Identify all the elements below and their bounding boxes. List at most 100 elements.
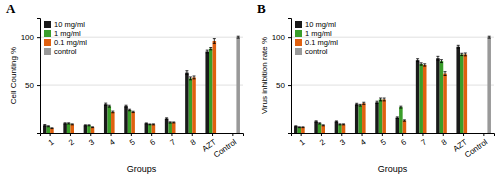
tick-mark <box>50 133 51 136</box>
tick-label: 2 <box>67 137 76 147</box>
tick-mark <box>288 37 291 38</box>
legend-item: 1 mg/ml <box>295 29 332 38</box>
bar <box>487 37 491 133</box>
bar <box>358 105 362 133</box>
error-bar <box>416 59 419 62</box>
error-bar <box>108 105 111 107</box>
chart: 12345678AZTControl50100GroupsCell Counti… <box>0 0 500 175</box>
tick-label: 5 <box>128 137 137 147</box>
tick-mark <box>212 133 213 136</box>
y-axis-title: Virus inhibition rate % <box>260 37 269 114</box>
tick-label: 4 <box>359 137 368 147</box>
bar <box>152 124 156 133</box>
bar <box>43 125 47 133</box>
legend-swatch <box>295 39 302 46</box>
series <box>298 53 464 133</box>
legend-label: 1 mg/ml <box>54 29 81 38</box>
bar <box>294 126 298 133</box>
tick-mark <box>301 133 302 136</box>
tick: 8 <box>440 133 449 147</box>
legend-swatch <box>44 21 51 28</box>
tick: 4 <box>108 133 117 147</box>
bar <box>318 123 322 133</box>
x-axis: 12345678AZTControl <box>292 133 495 160</box>
tick-label: 6 <box>399 137 408 147</box>
legend: 10 mg/ml1 mg/ml0.1 mg/mlcontrol <box>295 20 338 56</box>
error-bar <box>152 123 155 125</box>
bar <box>124 106 128 133</box>
legend-label: 0.1 mg/ml <box>305 38 338 47</box>
bar <box>107 106 111 133</box>
tick-label: 50 <box>25 81 34 90</box>
series <box>236 36 240 133</box>
error-bar <box>145 122 148 124</box>
axis-line <box>292 134 495 137</box>
tick-mark <box>463 133 464 136</box>
bar <box>213 41 217 133</box>
tick-mark <box>362 133 363 136</box>
bar <box>148 124 152 133</box>
error-bar <box>43 125 46 127</box>
tick: 1 <box>47 133 56 147</box>
bar <box>104 104 108 133</box>
legend-item: 10 mg/ml <box>295 20 336 29</box>
error-bar <box>298 126 301 128</box>
legend-item: 0.1 mg/ml <box>295 38 338 47</box>
error-bar <box>318 123 321 124</box>
error-bar <box>440 60 443 63</box>
error-bar <box>444 72 447 76</box>
bar <box>321 125 325 133</box>
bar <box>403 121 407 133</box>
tick-mark <box>151 133 152 136</box>
legend-label: control <box>54 47 77 56</box>
bar <box>185 73 189 133</box>
tick-mark <box>37 37 40 38</box>
tick: 7 <box>169 133 178 147</box>
error-bar <box>315 121 318 122</box>
error-bar <box>362 102 365 104</box>
bar <box>301 127 305 133</box>
legend-swatch <box>295 30 302 37</box>
error-bar <box>338 123 341 125</box>
tick-mark <box>70 133 71 136</box>
error-bar <box>67 123 70 124</box>
legend-label: 10 mg/ml <box>305 20 336 29</box>
legend-swatch <box>44 39 51 46</box>
bar <box>362 103 366 133</box>
tick: Control <box>463 133 489 160</box>
error-bar <box>335 121 338 122</box>
error-bar <box>206 50 209 53</box>
error-bar <box>132 111 135 112</box>
tick-label: 5 <box>379 137 388 147</box>
plot-area <box>294 36 491 133</box>
bar <box>67 123 71 133</box>
error-bar <box>464 53 467 56</box>
legend-item: 10 mg/ml <box>44 20 85 29</box>
bar <box>145 123 149 133</box>
tick: 3 <box>338 133 347 147</box>
error-bar <box>420 63 423 65</box>
bar <box>47 126 51 133</box>
tick: 2 <box>67 133 76 147</box>
legend-item: control <box>295 47 328 56</box>
bar <box>91 127 95 133</box>
series <box>43 50 209 133</box>
error-bar <box>64 123 67 124</box>
bar <box>399 107 403 133</box>
bar <box>423 65 427 133</box>
x-axis: 12345678AZTControl <box>41 133 244 160</box>
y-axis: 50100 <box>21 19 41 134</box>
legend-swatch <box>295 21 302 28</box>
bar <box>436 58 440 133</box>
legend-label: control <box>305 47 328 56</box>
bar <box>335 122 339 134</box>
x-axis-title: Groups <box>127 164 157 174</box>
tick-label: 2 <box>318 137 327 147</box>
tick-label: 4 <box>108 137 117 147</box>
bar <box>355 104 359 133</box>
tick-mark <box>422 133 423 136</box>
tick: 6 <box>399 133 408 147</box>
tick: Control <box>212 133 238 160</box>
error-bar <box>128 109 131 111</box>
tick-mark <box>402 133 403 136</box>
